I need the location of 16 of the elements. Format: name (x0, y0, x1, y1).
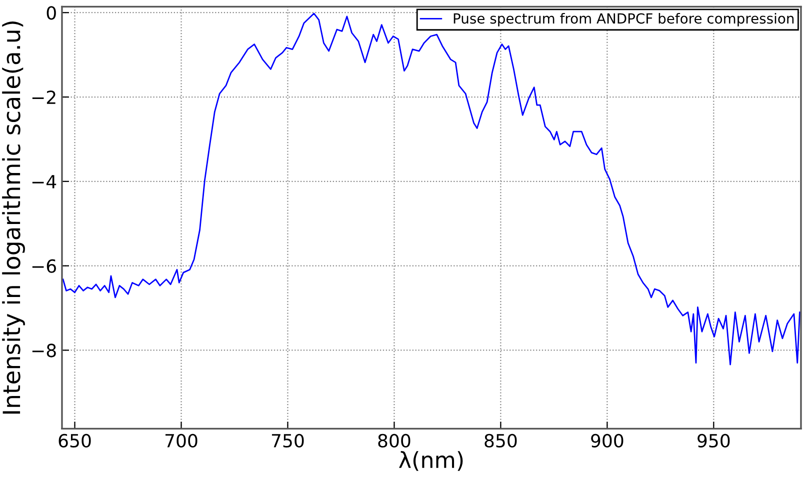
y-tick-label: −6 (32, 259, 56, 273)
x-tick-label: 750 (272, 434, 304, 448)
y-tick-label: −4 (32, 175, 56, 188)
x-tick-label: 800 (378, 434, 410, 448)
x-tick-label: 900 (591, 434, 624, 448)
x-tick-label: 850 (484, 434, 517, 448)
y-tick-label: −2 (32, 90, 56, 104)
legend-label: Puse spectrum from ANDPCF before compression (454, 12, 794, 26)
y-axis-title: Intensity in logarithmic scale(a.u) (2, 21, 25, 414)
x-tick-label: 700 (165, 434, 198, 448)
line-series (62, 12, 800, 366)
x-axis-title: λ(nm) (399, 451, 463, 471)
y-tick-label: −8 (32, 344, 56, 358)
x-tick-label: 950 (698, 434, 730, 448)
x-tick-label: 650 (58, 434, 91, 448)
y-tick-label: 0 (46, 6, 56, 20)
